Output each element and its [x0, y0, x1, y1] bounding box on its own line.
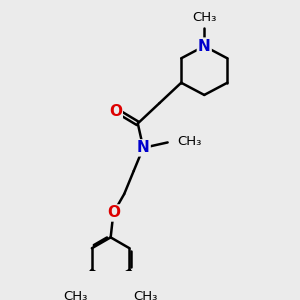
Text: CH₃: CH₃	[63, 290, 88, 300]
Text: CH₃: CH₃	[192, 11, 216, 24]
Text: O: O	[107, 206, 120, 220]
Text: N: N	[198, 39, 211, 54]
Text: N: N	[137, 140, 150, 155]
Text: CH₃: CH₃	[134, 290, 158, 300]
Text: CH₃: CH₃	[177, 135, 202, 148]
Text: O: O	[109, 104, 122, 119]
